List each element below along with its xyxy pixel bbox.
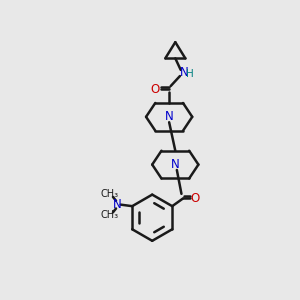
Text: H: H xyxy=(186,69,194,79)
Text: O: O xyxy=(191,192,200,205)
Text: N: N xyxy=(165,110,173,123)
Text: CH₃: CH₃ xyxy=(100,210,118,220)
Text: N: N xyxy=(113,198,122,211)
Text: O: O xyxy=(150,82,159,96)
Text: N: N xyxy=(180,67,189,80)
Text: N: N xyxy=(171,158,180,171)
Text: CH₃: CH₃ xyxy=(100,189,118,199)
